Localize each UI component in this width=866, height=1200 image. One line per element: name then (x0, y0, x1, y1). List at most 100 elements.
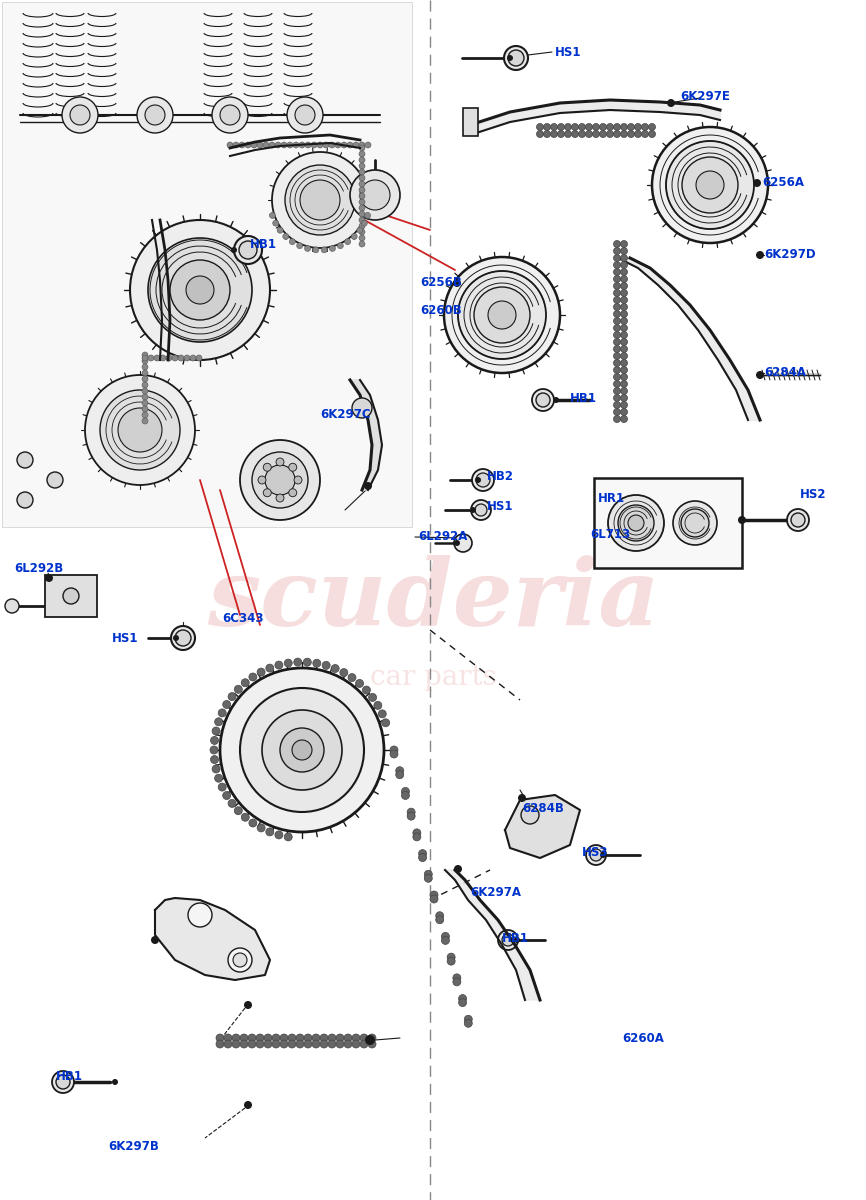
Circle shape (585, 124, 592, 131)
Circle shape (240, 440, 320, 520)
Circle shape (263, 488, 271, 497)
Circle shape (369, 694, 377, 702)
Circle shape (475, 504, 487, 516)
Circle shape (320, 1040, 328, 1048)
Circle shape (618, 505, 654, 541)
Circle shape (240, 1034, 248, 1042)
Circle shape (572, 124, 578, 131)
Circle shape (649, 124, 656, 131)
Circle shape (621, 353, 628, 360)
Circle shape (233, 142, 239, 148)
Circle shape (430, 890, 438, 899)
Circle shape (288, 1034, 296, 1042)
Circle shape (280, 1034, 288, 1042)
Circle shape (402, 792, 410, 799)
Circle shape (228, 948, 252, 972)
Circle shape (281, 142, 287, 148)
Circle shape (621, 318, 628, 324)
Circle shape (502, 934, 514, 946)
Circle shape (613, 296, 621, 304)
Circle shape (453, 278, 461, 287)
Circle shape (606, 131, 613, 138)
Circle shape (368, 1040, 376, 1048)
Circle shape (444, 257, 560, 373)
Circle shape (212, 764, 220, 773)
Text: 6K297B: 6K297B (108, 1140, 158, 1153)
Circle shape (359, 157, 365, 163)
Circle shape (160, 355, 166, 361)
Circle shape (360, 1034, 368, 1042)
Circle shape (613, 415, 621, 422)
Text: 6K297C: 6K297C (320, 408, 371, 420)
Text: 6L713: 6L713 (590, 528, 630, 540)
Circle shape (696, 170, 724, 199)
Circle shape (336, 1034, 344, 1042)
Circle shape (289, 239, 295, 245)
Circle shape (621, 311, 628, 318)
Circle shape (294, 658, 301, 666)
Circle shape (613, 324, 621, 331)
Circle shape (344, 1040, 352, 1048)
Text: HS1: HS1 (112, 631, 139, 644)
Circle shape (360, 1040, 368, 1048)
Circle shape (142, 352, 148, 358)
Circle shape (347, 142, 353, 148)
Circle shape (621, 408, 628, 415)
Circle shape (418, 850, 427, 858)
Circle shape (249, 820, 257, 827)
Circle shape (621, 240, 628, 247)
Circle shape (148, 238, 252, 342)
Circle shape (142, 355, 148, 361)
Circle shape (753, 179, 761, 187)
Circle shape (592, 131, 599, 138)
Text: 6C343: 6C343 (222, 612, 263, 624)
Circle shape (228, 692, 236, 701)
Circle shape (166, 355, 172, 361)
Polygon shape (350, 380, 382, 490)
Circle shape (56, 1075, 70, 1090)
Circle shape (359, 145, 365, 151)
Circle shape (284, 833, 292, 841)
Circle shape (453, 974, 461, 982)
Circle shape (235, 806, 242, 815)
Circle shape (348, 673, 356, 682)
Circle shape (188, 902, 212, 926)
Circle shape (459, 998, 467, 1007)
Circle shape (216, 1034, 224, 1042)
Circle shape (313, 247, 319, 253)
Circle shape (303, 658, 311, 666)
Circle shape (137, 97, 173, 133)
Polygon shape (155, 898, 270, 980)
Circle shape (283, 234, 288, 240)
Circle shape (142, 418, 148, 424)
Polygon shape (445, 870, 540, 1000)
Circle shape (220, 104, 240, 125)
Text: HB1: HB1 (570, 391, 597, 404)
Circle shape (186, 276, 214, 304)
Circle shape (521, 806, 539, 824)
Bar (2, 2, 412, 527)
Circle shape (142, 394, 148, 400)
Circle shape (454, 865, 462, 874)
Circle shape (390, 746, 398, 754)
Text: 6284B: 6284B (522, 802, 564, 815)
Circle shape (536, 392, 550, 407)
Circle shape (621, 373, 628, 380)
Text: HS1: HS1 (487, 500, 514, 514)
Circle shape (453, 978, 461, 986)
Circle shape (635, 131, 642, 138)
Circle shape (508, 50, 524, 66)
Circle shape (396, 767, 404, 775)
Circle shape (142, 412, 148, 418)
Circle shape (363, 686, 371, 694)
Circle shape (359, 163, 365, 169)
Text: 6K297A: 6K297A (470, 887, 521, 900)
Bar (45, 575, 97, 617)
Circle shape (312, 1034, 320, 1042)
Circle shape (263, 463, 271, 472)
Circle shape (374, 701, 382, 709)
Circle shape (613, 262, 621, 269)
Circle shape (210, 756, 218, 763)
Circle shape (613, 402, 621, 408)
Circle shape (613, 254, 621, 262)
